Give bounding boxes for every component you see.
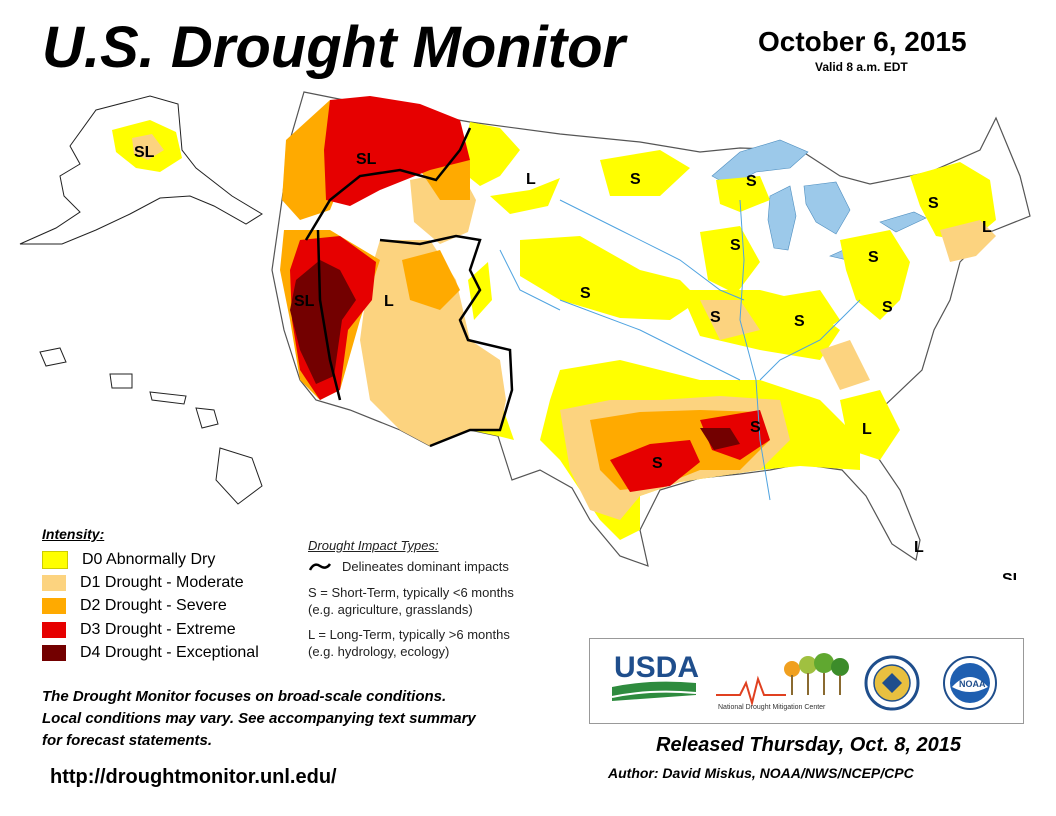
label-ohio-valley: S [868, 249, 879, 266]
impact-long-term-text: L = Long-Term, typically >6 months [308, 627, 510, 642]
released-date: Released Thursday, Oct. 8, 2015 [656, 734, 961, 756]
hawaii-islands [39, 347, 263, 505]
lake-ontario [879, 211, 927, 233]
drought-map: SL SL SL L L S S S L S S S S S S S S L L… [19, 91, 1031, 580]
legend-label-d2: D2 Drought - Severe [80, 597, 227, 615]
impact-short-term-example: (e.g. agriculture, grasslands) [308, 602, 473, 617]
disclaimer-note: The Drought Monitor focuses on broad-sca… [42, 686, 572, 752]
commerce-seal-icon [864, 655, 920, 711]
map-date: October 6, 2015 [758, 26, 967, 57]
legend-label-d4: D4 Drought - Exceptional [80, 643, 259, 661]
impact-short-term-text: S = Short-Term, typically <6 months [308, 585, 514, 600]
label-pacific-nw: SL [356, 151, 377, 168]
legend-swatch-d4 [42, 644, 66, 661]
noaa-text: NOAA [959, 679, 986, 689]
note-line-3: for forecast statements. [42, 732, 213, 749]
label-kentucky: S [794, 313, 805, 330]
note-line-2: Local conditions may vary. See accompany… [42, 710, 476, 727]
legend-item-d2: D2 Drought - Severe [42, 595, 259, 618]
alaska-region [19, 95, 263, 245]
hawaii-maui [195, 407, 219, 429]
impact-delineates-text: Delineates dominant impacts [342, 559, 509, 574]
label-upper-michigan: S [746, 173, 757, 190]
impact-lines [304, 127, 514, 448]
hawaii-oahu [109, 373, 133, 389]
legend-label-d1: D1 Drought - Moderate [80, 573, 244, 591]
label-arkansas: S [750, 419, 761, 436]
ndmc-logo: National Drought Mitigation Center [716, 653, 849, 711]
label-kansas: S [580, 285, 591, 302]
hawaii-molokai [149, 391, 187, 405]
label-alaska: SL [134, 144, 155, 161]
noaa-logo: NOAA [943, 656, 997, 710]
intensity-legend: Intensity: D0 Abnormally Dry D1 Drought … [42, 526, 259, 664]
legend-label-d0: D0 Abnormally Dry [82, 550, 216, 568]
legend-item-d4: D4 Drought - Exceptional [42, 641, 259, 664]
lake-huron [803, 181, 851, 235]
label-iowa: S [730, 237, 741, 254]
impact-long-term: L = Long-Term, typically >6 months (e.g.… [308, 626, 578, 660]
impact-long-term-example: (e.g. hydrology, ecology) [308, 644, 450, 659]
ndmc-text: National Drought Mitigation Center [718, 704, 826, 711]
label-new-york: S [928, 195, 939, 212]
hawaii-kauai [39, 347, 67, 367]
impact-types: Drought Impact Types: Delineates dominan… [308, 538, 578, 668]
label-pennsylvania: S [882, 299, 893, 316]
website-link[interactable]: http://droughtmonitor.unl.edu/ [50, 766, 337, 788]
usda-text: USDA [614, 651, 699, 684]
legend-item-d3: D3 Drought - Extreme [42, 618, 259, 641]
alaska-outline [19, 95, 263, 245]
legend-title: Intensity: [42, 526, 105, 542]
page-title: U.S. Drought Monitor [42, 15, 626, 80]
impact-short-term: S = Short-Term, typically <6 months (e.g… [308, 584, 578, 618]
legend-swatch-d1 [42, 574, 66, 591]
label-texas: S [652, 455, 663, 472]
hawaii-big-island [215, 447, 263, 505]
label-california: SL [294, 293, 315, 310]
valid-time: Valid 8 a.m. EDT [815, 60, 908, 74]
impacts-title: Drought Impact Types: [308, 538, 439, 553]
impact-line-icon [308, 562, 332, 571]
partner-logos: USDA National Drought Mitigation Center [589, 638, 1024, 724]
rivers [499, 199, 861, 501]
legend-swatch-d3 [42, 621, 66, 638]
lake-michigan [767, 185, 797, 251]
label-dakota: S [630, 171, 641, 188]
legend-swatch-d0 [42, 550, 68, 569]
label-carolinas: L [862, 421, 872, 438]
legend-label-d3: D3 Drought - Extreme [80, 620, 236, 638]
legend-item-d0: D0 Abnormally Dry [42, 548, 259, 571]
legend-swatch-d2 [42, 598, 66, 615]
label-puerto-rico: SL [1002, 571, 1023, 580]
label-florida: L [914, 539, 924, 556]
note-line-1: The Drought Monitor focuses on broad-sca… [42, 688, 447, 705]
author-credit: Author: David Miskus, NOAA/NWS/NCEP/CPC [608, 765, 914, 781]
usda-logo: USDA [611, 651, 699, 701]
alaska-d1 [132, 134, 164, 160]
label-north-plains: L [526, 171, 536, 188]
logos-svg: USDA National Drought Mitigation Center [611, 651, 997, 711]
label-new-england: L [982, 219, 992, 236]
impact-delineates-row: Delineates dominant impacts [308, 559, 578, 574]
label-missouri: S [710, 309, 721, 326]
legend-item-d1: D1 Drought - Moderate [42, 571, 259, 594]
label-great-basin: L [384, 293, 394, 310]
